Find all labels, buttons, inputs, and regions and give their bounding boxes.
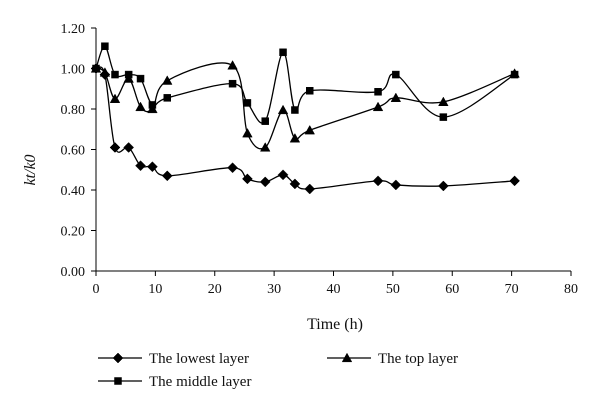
y-tick-label: 0.20 <box>61 225 86 240</box>
x-tick-label: 30 <box>267 282 281 297</box>
data-point <box>163 94 171 102</box>
data-point <box>136 74 145 83</box>
series-line <box>95 62 515 150</box>
x-tick-label: 40 <box>327 282 341 297</box>
data-point <box>123 142 135 153</box>
axes: 0.00 0.20 0.40 0.60 0.80 1.00 1.20 0 10 20 30 40 50 6… <box>61 22 579 297</box>
data-point <box>242 127 253 138</box>
data-point <box>109 93 121 103</box>
legend-label: The top layer <box>378 351 458 367</box>
data-point <box>243 99 252 107</box>
legend-entry: The top layer <box>327 351 458 367</box>
series-diamond <box>90 63 520 195</box>
data-point <box>227 60 238 70</box>
data-point <box>390 92 402 102</box>
data-point <box>90 63 102 73</box>
legend-marker <box>112 352 124 364</box>
data-point <box>259 142 271 152</box>
data-point <box>101 42 109 50</box>
x-tick-label: 20 <box>208 282 222 297</box>
data-point <box>228 79 237 88</box>
data-point <box>289 133 301 143</box>
data-point <box>304 183 316 195</box>
y-tick-label: 1.20 <box>61 22 86 37</box>
plot-area <box>90 42 520 195</box>
data-point <box>306 87 314 95</box>
data-point <box>277 104 289 115</box>
data-point <box>109 142 121 153</box>
y-tick-label: 0.60 <box>61 144 86 159</box>
data-point <box>147 161 158 173</box>
data-point <box>259 176 271 188</box>
data-point <box>162 75 173 85</box>
data-point <box>111 70 119 79</box>
data-point <box>147 103 158 114</box>
data-point <box>390 179 402 191</box>
data-point <box>509 68 520 78</box>
x-tick-label: 70 <box>505 282 519 297</box>
legend: The lowest layer The middle layer The top … <box>98 351 458 390</box>
legend-label: The lowest layer <box>149 351 249 367</box>
data-point <box>438 96 449 107</box>
x-tick-label: 80 <box>564 282 578 297</box>
y-tick-label: 0.80 <box>61 103 86 118</box>
data-point <box>242 173 253 185</box>
data-point <box>439 113 448 121</box>
series-triangle <box>90 60 520 152</box>
legend-marker <box>114 377 122 385</box>
data-point <box>279 48 287 57</box>
y-tick-label: 0.40 <box>61 184 86 199</box>
legend-marker <box>341 352 353 363</box>
series-line <box>95 66 515 190</box>
data-point <box>227 162 238 174</box>
y-tick-label: 1.00 <box>61 63 86 78</box>
data-point <box>304 124 315 135</box>
data-point <box>135 101 146 112</box>
data-point <box>374 88 382 96</box>
legend-label: The middle layer <box>149 374 251 390</box>
data-point <box>99 67 111 77</box>
data-point <box>437 180 449 192</box>
data-point <box>392 70 400 79</box>
x-tick-label: 60 <box>445 282 459 297</box>
data-point <box>123 73 134 83</box>
data-point <box>291 106 299 114</box>
data-point <box>161 170 173 182</box>
y-axis-title: kt/k0 <box>22 154 39 185</box>
legend-entry: The lowest layer <box>98 351 249 367</box>
x-tick-label: 10 <box>148 282 162 297</box>
x-axis-title: Time (h) <box>307 316 363 333</box>
x-tick-label: 0 <box>93 282 100 297</box>
x-tick-label: 50 <box>386 282 400 297</box>
data-point <box>135 160 146 172</box>
data-point <box>277 169 289 181</box>
data-point <box>509 175 520 187</box>
data-point <box>372 101 384 112</box>
data-point <box>289 178 301 190</box>
data-point <box>372 175 384 187</box>
legend-entry: The middle layer <box>98 374 251 390</box>
y-tick-label: 0.00 <box>61 265 86 280</box>
series-line <box>95 45 515 124</box>
data-point <box>261 117 269 125</box>
